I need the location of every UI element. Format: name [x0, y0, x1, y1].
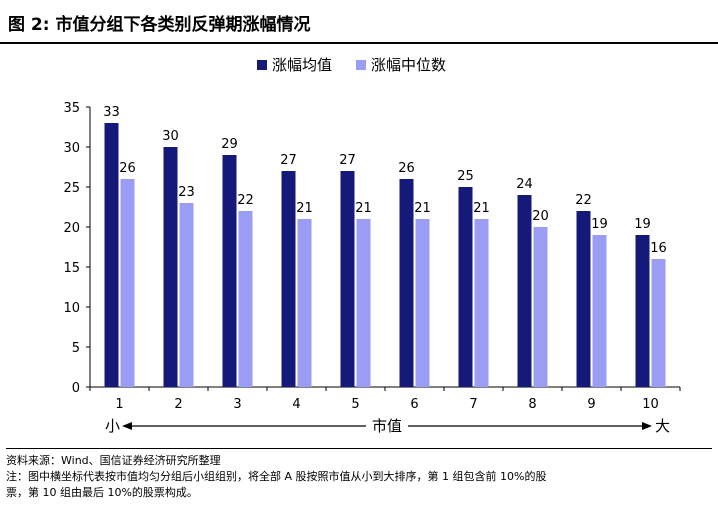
y-tick-label: 5 — [72, 341, 80, 356]
bar-mean — [163, 147, 178, 387]
x-tick-label: 9 — [587, 397, 595, 412]
bar-mean — [517, 195, 532, 387]
x-tick-label: 1 — [115, 397, 123, 412]
bar-median — [356, 219, 371, 387]
data-label-mean: 19 — [634, 217, 651, 232]
footnote-line-2: 票，第 10 组由最后 10%的股票构成。 — [6, 486, 198, 499]
x-tick-label: 4 — [292, 397, 300, 412]
bar-median — [651, 259, 666, 387]
y-tick-label: 35 — [63, 101, 80, 116]
legend-swatch-median — [356, 60, 366, 70]
y-tick-label: 0 — [72, 381, 80, 396]
bar-median — [238, 211, 253, 387]
y-tick-label: 15 — [63, 261, 80, 276]
figure-title: 图 2: 市值分组下各类别反弹期涨幅情况 — [8, 15, 311, 35]
data-label-mean: 33 — [103, 105, 120, 120]
data-label-mean: 27 — [339, 153, 356, 168]
bar-median — [179, 203, 194, 387]
footnote-line-1: 注：图中横坐标代表按市值均匀分组后小组组别，将全部 A 股按照市值从小到大排序，… — [6, 470, 547, 483]
x-tick-label: 6 — [410, 397, 418, 412]
y-tick-label: 30 — [63, 141, 80, 156]
data-label-mean: 24 — [516, 177, 533, 192]
bar-mean — [458, 187, 473, 387]
data-label-mean: 25 — [457, 169, 474, 184]
bar-mean — [281, 171, 296, 387]
bar-mean — [576, 211, 591, 387]
x-annotation-small: 小 — [105, 417, 120, 435]
legend-label-median: 涨幅中位数 — [371, 56, 446, 74]
data-label-mean: 29 — [221, 137, 238, 152]
data-label-median: 16 — [650, 241, 667, 256]
x-tick-label: 10 — [642, 397, 659, 412]
bar-mean — [222, 155, 237, 387]
x-tick-label: 5 — [351, 397, 359, 412]
data-label-mean: 30 — [162, 129, 179, 144]
data-label-mean: 27 — [280, 153, 297, 168]
data-label-median: 21 — [414, 201, 431, 216]
data-label-median: 21 — [296, 201, 313, 216]
data-label-mean: 22 — [575, 193, 592, 208]
x-tick-label: 7 — [469, 397, 477, 412]
y-tick-label: 20 — [63, 221, 80, 236]
data-label-median: 22 — [237, 193, 254, 208]
legend-label-mean: 涨幅均值 — [272, 56, 332, 74]
x-tick-label: 3 — [233, 397, 241, 412]
data-label-median: 20 — [532, 209, 549, 224]
data-label-median: 21 — [355, 201, 372, 216]
source-note: 资料来源：Wind、国信证券经济研究所整理 — [6, 454, 221, 467]
x-annotation-center: 市值 — [372, 417, 402, 435]
x-tick-label: 2 — [174, 397, 182, 412]
y-tick-label: 25 — [63, 181, 80, 196]
title-bar: 图 2: 市值分组下各类别反弹期涨幅情况 — [0, 0, 718, 44]
bar-mean — [104, 123, 119, 387]
y-tick-label: 10 — [63, 301, 80, 316]
bar-mean — [399, 179, 414, 387]
data-label-mean: 26 — [398, 161, 415, 176]
data-label-median: 21 — [473, 201, 490, 216]
arrow-head-left — [122, 422, 132, 430]
x-tick-label: 8 — [528, 397, 536, 412]
bar-median — [474, 219, 489, 387]
bar-median — [415, 219, 430, 387]
data-label-median: 19 — [591, 217, 608, 232]
data-label-median: 23 — [178, 185, 195, 200]
bar-median — [120, 179, 135, 387]
notes: 资料来源：Wind、国信证券经济研究所整理 注：图中横坐标代表按市值均匀分组后小… — [6, 448, 712, 501]
bar-mean — [340, 171, 355, 387]
data-label-median: 26 — [119, 161, 136, 176]
x-annotation-large: 大 — [655, 417, 670, 435]
bar-mean — [635, 235, 650, 387]
arrow-head-right — [642, 422, 652, 430]
bar-median — [533, 227, 548, 387]
bar-median — [297, 219, 312, 387]
bar-median — [592, 235, 607, 387]
legend-swatch-mean — [257, 60, 267, 70]
